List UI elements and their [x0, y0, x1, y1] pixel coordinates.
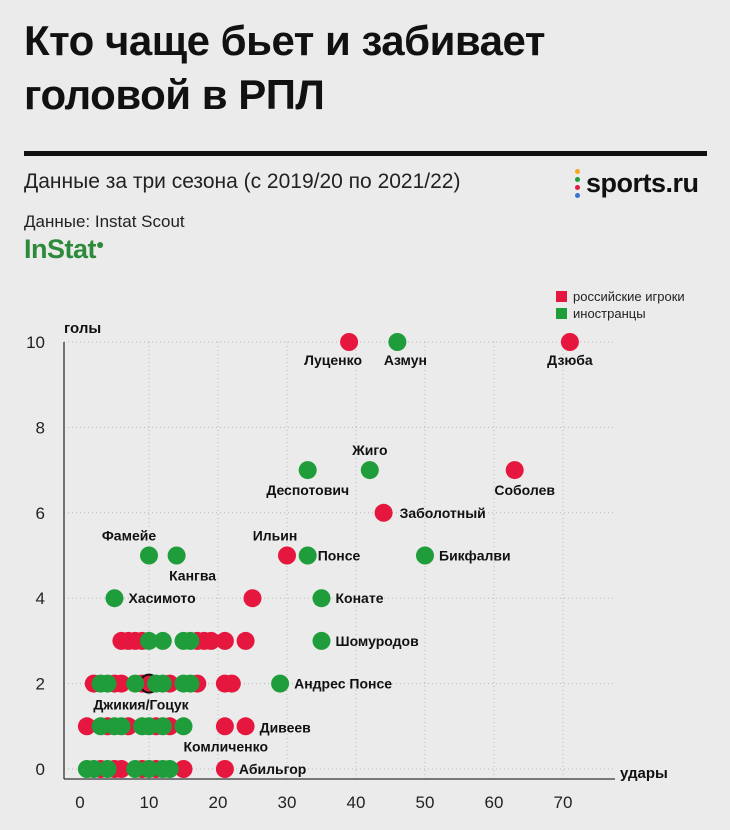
point-foreign: [298, 546, 317, 565]
x-tick-label: 50: [416, 793, 435, 812]
chart-subtitle: Данные за три сезона (с 2019/20 по 2021/…: [24, 170, 461, 193]
point-label: Фамейе: [102, 528, 156, 544]
point-label: Понсе: [318, 548, 361, 564]
point-foreign: [360, 461, 379, 480]
point-foreign: [126, 674, 145, 693]
point-foreign: [160, 760, 179, 778]
legend-label-foreign: иностранцы: [573, 306, 646, 321]
point-foreign: [140, 546, 158, 565]
x-tick-label: 70: [554, 793, 573, 812]
x-tick-label: 0: [75, 793, 84, 812]
point-foreign: [91, 717, 110, 736]
sports-ru-text: sports.ru: [586, 168, 699, 198]
point-label: Соболев: [494, 482, 555, 498]
y-tick-label: 4: [36, 589, 45, 608]
point-russian: [340, 333, 359, 351]
point-russian: [215, 717, 234, 736]
y-tick-label: 6: [36, 504, 45, 523]
point-russian: [215, 760, 234, 778]
point-russian: [505, 461, 524, 480]
legend-swatch-foreign: [556, 308, 567, 319]
point-foreign: [126, 760, 145, 778]
point-russian: [112, 674, 131, 693]
point-foreign: [98, 760, 117, 778]
point-label: Деспотович: [266, 482, 349, 498]
point-label: Абильгор: [239, 761, 306, 777]
point-label: Жиго: [351, 442, 387, 458]
y-axis-title: голы: [64, 320, 101, 337]
point-label: Ильин: [253, 528, 298, 544]
point-russian: [278, 546, 296, 565]
point-foreign: [140, 760, 158, 778]
sports-ru-logo[interactable]: sports.ru: [575, 168, 699, 199]
point-russian: [236, 717, 255, 736]
point-foreign: [84, 760, 103, 778]
point-label: Джикия/Гоцук: [93, 697, 189, 713]
x-tick-label: 10: [140, 793, 159, 812]
point-russian: [236, 631, 255, 650]
point-russian: [222, 674, 241, 693]
legend-label-russian: российские игроки: [573, 289, 685, 304]
x-tick-label: 60: [485, 793, 504, 812]
point-label: Луценко: [304, 352, 362, 368]
point-foreign: [388, 333, 407, 351]
legend: российские игроки иностранцы: [556, 288, 685, 322]
point-russian: [174, 760, 193, 778]
data-source: Данные: Instat Scout: [24, 212, 185, 231]
legend-item-russian: российские игроки: [556, 288, 685, 305]
point-label: Заболотный: [400, 505, 486, 521]
title-divider: [24, 151, 707, 156]
chart-title: Кто чаще бьет и забивает головой в РПЛ: [24, 17, 545, 118]
instat-logo: InStat●: [24, 234, 104, 265]
point-foreign: [181, 674, 200, 693]
point-label: Кангва: [169, 568, 216, 584]
point-label: Дивеев: [260, 719, 312, 735]
point-foreign: [167, 546, 186, 565]
point-foreign: [416, 546, 434, 565]
legend-swatch-russian: [556, 291, 567, 302]
point-foreign: [112, 717, 131, 736]
point-russian: [374, 503, 393, 522]
instat-logo-dot: ●: [96, 236, 104, 252]
point-label: Конате: [336, 590, 384, 606]
point-foreign: [153, 674, 172, 693]
point-russian: [560, 333, 579, 351]
point-foreign: [153, 717, 172, 736]
point-russian: [112, 760, 131, 778]
point-russian: [215, 631, 234, 650]
point-foreign: [174, 717, 193, 736]
point-foreign: [312, 631, 331, 650]
point-foreign: [298, 461, 317, 480]
point-label: Андрес Понсе: [294, 676, 392, 692]
legend-item-foreign: иностранцы: [556, 305, 685, 322]
point-foreign: [98, 674, 117, 693]
point-russian: [243, 589, 262, 608]
point-label: Дзюба: [547, 352, 593, 368]
x-tick-label: 30: [278, 793, 297, 812]
y-tick-label: 2: [36, 675, 45, 694]
point-label: Хасимото: [129, 590, 196, 606]
point-foreign: [271, 674, 290, 693]
point-label: Комличенко: [184, 738, 269, 754]
point-foreign: [140, 717, 158, 736]
y-tick-label: 0: [36, 760, 45, 779]
point-foreign: [105, 589, 124, 608]
x-tick-label: 40: [347, 793, 366, 812]
x-tick-label: 20: [209, 793, 228, 812]
point-russian: [202, 631, 221, 650]
point-label: Бикфалви: [439, 548, 511, 564]
point-label: Азмун: [384, 352, 427, 368]
point-foreign: [312, 589, 331, 608]
x-axis-title: удары: [620, 765, 668, 782]
point-foreign: [181, 631, 200, 650]
y-tick-label: 10: [26, 333, 45, 352]
point-russian: [77, 717, 96, 736]
point-foreign: [153, 631, 172, 650]
point-foreign: [140, 631, 158, 650]
sports-ru-dots-icon: [575, 168, 581, 199]
instat-logo-text: InStat: [24, 234, 97, 264]
y-tick-label: 8: [36, 418, 45, 437]
point-label: Шомуродов: [336, 633, 420, 649]
